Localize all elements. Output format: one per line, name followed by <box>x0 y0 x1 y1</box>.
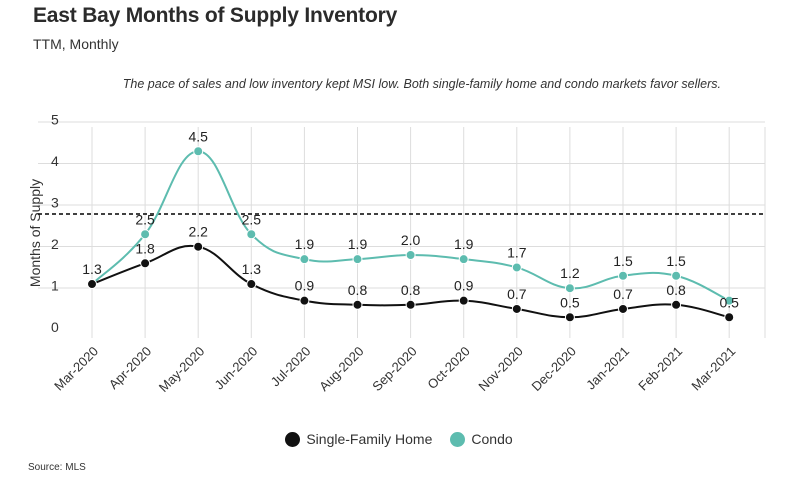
data-label-sfh: 0.5 <box>719 294 739 310</box>
legend-item-condo[interactable]: Condo <box>450 431 513 447</box>
x-tick-label: Mar-2020 <box>51 344 101 394</box>
data-point-sfh <box>671 299 682 310</box>
chart-annotation: The pace of sales and low inventory kept… <box>122 77 721 91</box>
data-label-sfh: 0.7 <box>613 286 633 302</box>
data-label-condo: 2.5 <box>135 211 155 227</box>
data-point-condo <box>458 254 469 265</box>
data-label-condo: 1.9 <box>454 236 474 252</box>
data-label-sfh: 0.7 <box>507 286 527 302</box>
data-point-condo <box>405 250 416 260</box>
data-point-condo <box>140 229 151 240</box>
data-label-sfh: 0.8 <box>348 282 368 298</box>
y-tick-label: 3 <box>51 195 59 211</box>
data-label-sfh: 0.9 <box>295 278 315 294</box>
data-point-sfh <box>458 295 469 306</box>
x-tick-label: Feb-2021 <box>635 344 685 394</box>
data-label-sfh: 1.8 <box>135 240 155 256</box>
data-label-sfh: 0.9 <box>454 278 474 294</box>
data-point-sfh <box>724 312 735 323</box>
data-point-sfh <box>511 303 522 314</box>
x-tick-label: Dec-2020 <box>529 344 579 394</box>
y-tick-label: 1 <box>51 278 59 294</box>
data-point-sfh <box>299 295 310 306</box>
data-label-condo: 1.5 <box>666 253 686 269</box>
y-tick-label: 5 <box>51 112 59 128</box>
legend-item-sfh[interactable]: Single-Family Home <box>285 431 432 447</box>
data-point-sfh <box>140 258 151 269</box>
data-label-condo: 2.5 <box>242 211 262 227</box>
data-label-condo: 4.5 <box>188 128 208 144</box>
data-point-sfh <box>405 299 416 310</box>
data-point-condo <box>193 146 204 157</box>
data-label-sfh: 1.3 <box>82 261 102 277</box>
y-axis-title: Months of Supply <box>27 179 43 287</box>
x-tick-label: Sep-2020 <box>369 344 419 394</box>
data-label-sfh: 0.8 <box>401 282 421 298</box>
x-tick-label: Nov-2020 <box>475 344 525 394</box>
chart-subtitle: TTM, Monthly <box>33 36 119 52</box>
data-label-condo: 1.7 <box>507 244 527 260</box>
x-tick-label: Oct-2020 <box>424 344 472 392</box>
data-label-condo: 2.0 <box>401 232 421 248</box>
legend-swatch-sfh <box>285 431 301 447</box>
chart-title: East Bay Months of Supply Inventory <box>33 4 398 27</box>
y-tick-label: 2 <box>51 236 59 252</box>
data-labels: 1.3 1.8 2.2 1.3 0.9 0.8 0.8 0.9 0.7 0.5 0.7 0.8 0.5 2… <box>82 128 739 310</box>
data-point-condo <box>618 270 628 281</box>
y-tick-label: 4 <box>51 153 59 169</box>
data-point-condo <box>352 254 363 265</box>
source-note: Source: MLS <box>28 462 86 473</box>
x-tick-label: Jun-2020 <box>211 344 260 393</box>
data-point-condo <box>299 254 310 265</box>
data-point-condo <box>671 270 682 281</box>
legend-label-sfh: Single-Family Home <box>306 431 433 447</box>
x-tick-label: Mar-2021 <box>688 344 738 394</box>
data-point-sfh <box>87 279 97 290</box>
x-tick-label: Jan-2021 <box>583 344 632 393</box>
data-label-sfh: 1.3 <box>242 261 262 277</box>
data-point-sfh <box>564 312 575 323</box>
legend: Single-Family Home Condo <box>0 431 798 447</box>
data-point-condo <box>724 295 735 306</box>
x-tick-label: Aug-2020 <box>316 344 366 394</box>
data-point-condo <box>246 229 257 240</box>
legend-label-condo: Condo <box>471 431 513 447</box>
x-tick-label: Apr-2020 <box>106 344 154 392</box>
data-point-condo <box>564 283 575 294</box>
data-label-condo: 1.5 <box>613 253 633 269</box>
data-point-sfh <box>193 241 204 252</box>
data-label-sfh: 0.8 <box>666 282 686 298</box>
data-label-condo: 1.2 <box>560 265 580 281</box>
y-tick-label: 0 <box>51 319 59 335</box>
data-label-sfh: 0.5 <box>560 294 580 310</box>
data-point-sfh <box>618 303 628 314</box>
series-group <box>87 146 735 323</box>
legend-swatch-condo <box>450 431 466 447</box>
x-tick-label: May-2020 <box>156 344 207 395</box>
data-label-condo: 1.9 <box>295 236 315 252</box>
data-label-condo: 1.9 <box>348 236 368 252</box>
x-tick-label: Jul-2020 <box>268 344 314 390</box>
data-point-condo <box>511 262 522 273</box>
data-point-sfh <box>352 299 363 310</box>
data-label-sfh: 2.2 <box>188 224 208 240</box>
data-point-sfh <box>246 279 257 290</box>
